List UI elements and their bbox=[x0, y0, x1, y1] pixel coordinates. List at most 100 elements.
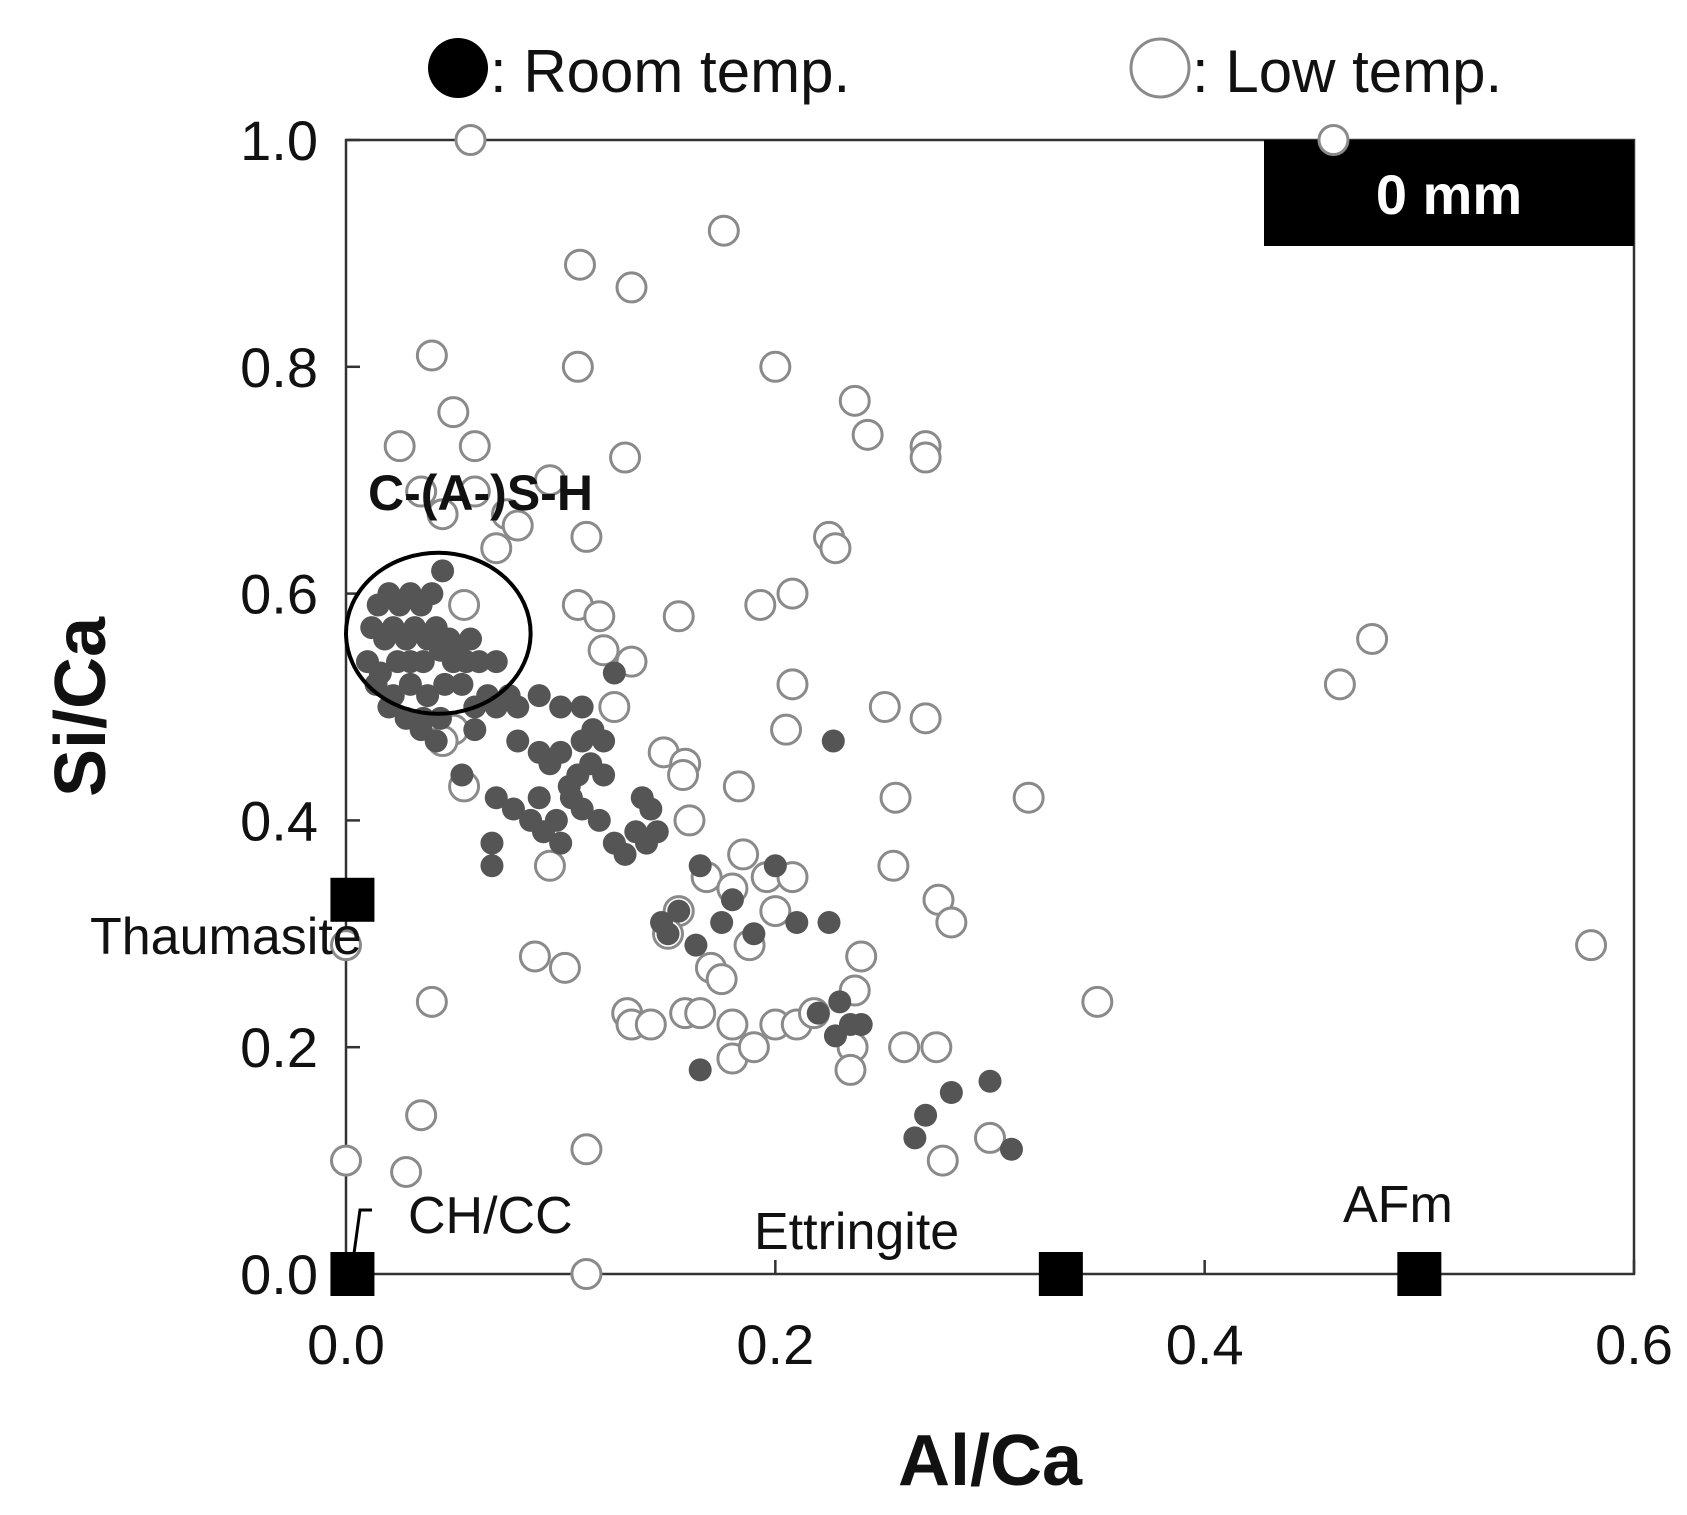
low-temp-point bbox=[673, 804, 706, 837]
low-temp-point bbox=[705, 963, 738, 996]
low-temp-point bbox=[877, 849, 910, 882]
low-temp-point bbox=[330, 929, 362, 962]
reference-phase-marker bbox=[330, 877, 375, 922]
low-temp-point bbox=[1317, 124, 1350, 156]
room-temp-point bbox=[463, 718, 487, 742]
room-temp-point bbox=[549, 740, 573, 764]
chch-leader-line bbox=[350, 1208, 372, 1269]
low-temp-point bbox=[909, 702, 942, 735]
low-temp-point bbox=[415, 339, 448, 372]
axes: 0.0 0.2 0.4 0.6 0.8 1.0 0.0 0.2 0.4 0.6 bbox=[240, 109, 1673, 1376]
low-temp-point bbox=[533, 849, 566, 882]
room-temp-point bbox=[570, 695, 594, 719]
low-temp-point bbox=[458, 475, 491, 508]
reference-phase-marker bbox=[1397, 1252, 1442, 1296]
low-temp-point bbox=[448, 588, 481, 621]
room-temp-point bbox=[579, 752, 603, 776]
panel-label: 0 mm bbox=[1376, 163, 1522, 226]
plot-area bbox=[344, 138, 1636, 1276]
room-temp-point bbox=[710, 910, 734, 934]
low-temp-point bbox=[834, 1053, 867, 1086]
room-temp-point bbox=[549, 831, 573, 855]
room-temp-point bbox=[431, 559, 455, 583]
low-temp-point bbox=[759, 895, 792, 928]
low-temp-point bbox=[1081, 985, 1114, 1018]
low-temp-point bbox=[634, 1008, 667, 1041]
room-temp-point bbox=[527, 684, 551, 708]
room-temp-point bbox=[785, 910, 809, 934]
low-temp-point bbox=[501, 509, 534, 542]
low-temp-point bbox=[926, 1144, 959, 1177]
low-temp-point bbox=[615, 271, 648, 304]
low-temp-point bbox=[776, 577, 809, 610]
low-temp-point bbox=[561, 350, 594, 383]
low-temp-point bbox=[744, 588, 777, 621]
room-temp-point bbox=[817, 910, 841, 934]
low-temp-point bbox=[330, 1144, 362, 1177]
low-temp-point bbox=[587, 634, 620, 667]
low-temp-point bbox=[868, 691, 901, 723]
low-temp-point bbox=[920, 1031, 953, 1064]
x-tick-label: 0.6 bbox=[1595, 1313, 1673, 1376]
room-temp-point bbox=[821, 729, 845, 753]
room-temp-point bbox=[527, 786, 551, 810]
room-temp-point bbox=[720, 888, 744, 912]
panel-label-box: 0 mm bbox=[1264, 140, 1634, 246]
room-temp-point bbox=[903, 1126, 927, 1150]
room-temp-point bbox=[450, 763, 474, 787]
room-temp-point bbox=[914, 1103, 938, 1127]
low-temp-point bbox=[598, 691, 631, 723]
room-temp-point bbox=[688, 1058, 712, 1082]
low-temp-point bbox=[851, 418, 884, 451]
room-temp-point bbox=[684, 933, 708, 957]
room-temp-point bbox=[459, 627, 483, 651]
room-temp-point bbox=[411, 650, 435, 674]
room-temp-point bbox=[939, 1081, 963, 1105]
low-temp-point bbox=[563, 248, 596, 281]
room-temp-point bbox=[688, 854, 712, 878]
low-temp-point bbox=[405, 475, 438, 508]
room-temp-point bbox=[433, 672, 457, 696]
low-temp-point bbox=[667, 759, 700, 792]
low-temp-point bbox=[518, 940, 551, 973]
room-temp-point bbox=[484, 786, 508, 810]
low-temp-point bbox=[437, 396, 470, 429]
room-temp-point bbox=[806, 1001, 830, 1025]
low-temp-point bbox=[879, 781, 912, 814]
room-temp-point bbox=[420, 582, 444, 606]
room-temp-series bbox=[355, 559, 1023, 1161]
low-temp-point bbox=[759, 350, 792, 383]
room-temp-point bbox=[613, 842, 637, 866]
x-tick-label: 0.0 bbox=[307, 1313, 385, 1376]
reference-phases bbox=[330, 877, 1442, 1296]
y-tick-label: 0.2 bbox=[240, 1016, 318, 1079]
room-temp-point bbox=[424, 729, 448, 753]
y-axis-title: Si/Ca bbox=[41, 616, 121, 797]
low-temp-point bbox=[974, 1121, 1006, 1154]
low-temp-point bbox=[909, 441, 942, 474]
room-temp-point bbox=[549, 695, 573, 719]
room-temp-point bbox=[592, 729, 616, 753]
room-temp-point bbox=[398, 672, 422, 696]
room-temp-point bbox=[828, 990, 852, 1014]
low-temp-point bbox=[935, 906, 968, 939]
room-temp-point bbox=[570, 797, 594, 821]
low-temp-point bbox=[480, 532, 513, 565]
room-temp-point bbox=[506, 729, 530, 753]
room-temp-point bbox=[978, 1069, 1002, 1093]
csh-ellipse bbox=[344, 550, 533, 716]
low-temp-point bbox=[609, 441, 642, 474]
low-temp-series bbox=[330, 124, 1608, 1290]
room-temp-point bbox=[645, 820, 669, 844]
low-temp-point bbox=[390, 1155, 423, 1188]
room-temp-point bbox=[656, 922, 680, 946]
low-temp-point bbox=[426, 498, 459, 531]
room-temp-point bbox=[667, 899, 691, 923]
low-temp-point bbox=[1323, 668, 1356, 701]
low-temp-point bbox=[383, 430, 416, 463]
low-temp-point bbox=[415, 985, 448, 1018]
low-temp-point bbox=[838, 384, 871, 417]
legend-low-label: : Low temp. bbox=[1192, 38, 1502, 105]
ch-cc-label: CH/CC bbox=[408, 1187, 573, 1245]
room-temp-point bbox=[557, 774, 581, 798]
